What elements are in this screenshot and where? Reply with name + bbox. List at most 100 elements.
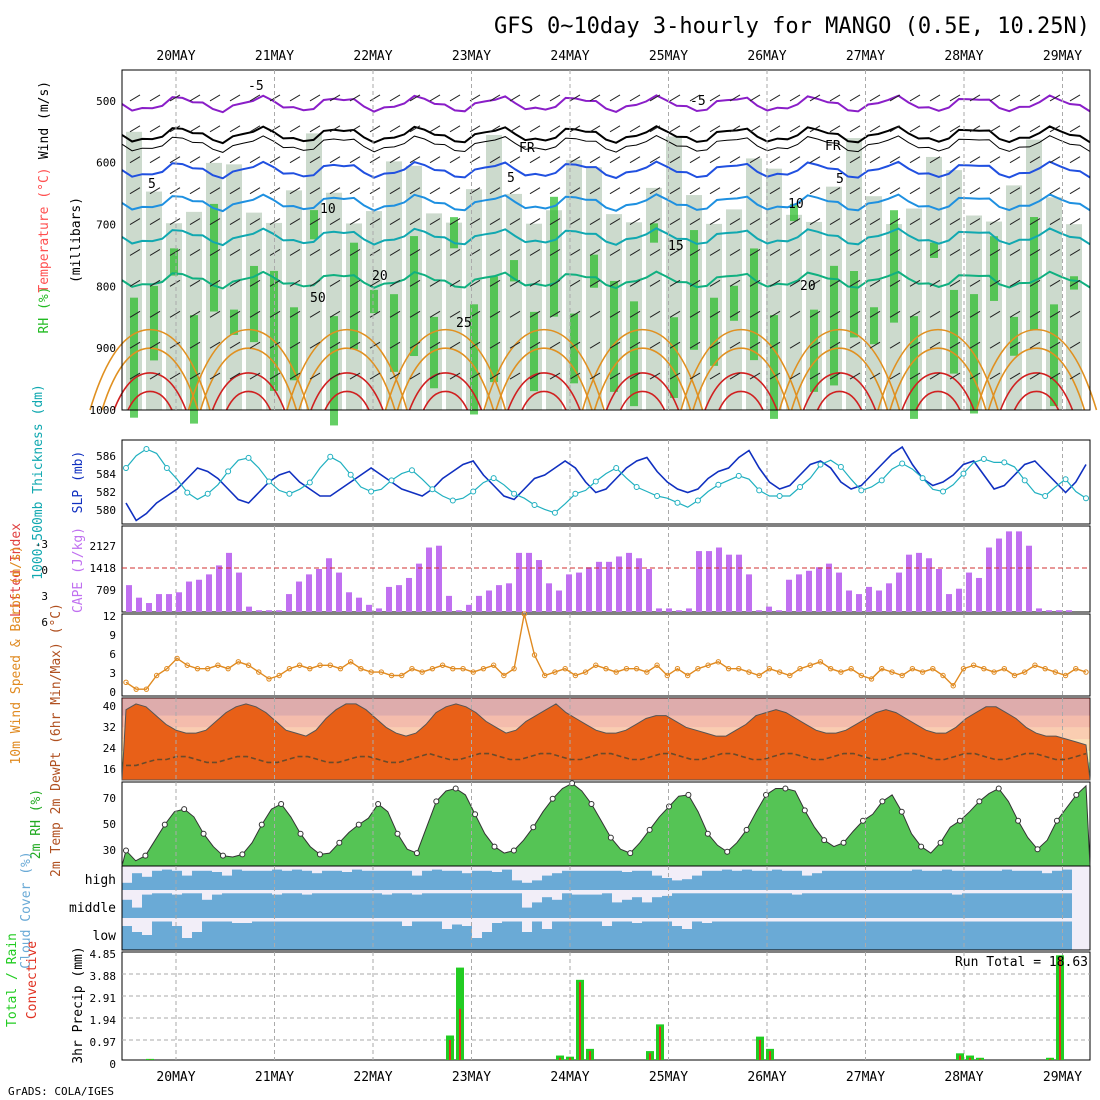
cape-bar xyxy=(576,572,582,612)
wind-speed-point xyxy=(174,655,180,662)
wind-barb xyxy=(1049,156,1061,164)
wind-speed-point xyxy=(409,665,415,672)
wind-legend-label: Wind (m/s) xyxy=(37,81,52,159)
wind-barb xyxy=(1049,249,1061,256)
cloud-bar-low xyxy=(992,921,1002,950)
wind-tick: 9 xyxy=(109,629,116,642)
cloud-bar-low xyxy=(752,921,762,950)
wind-barb xyxy=(989,94,1001,102)
wind-barb xyxy=(149,249,161,256)
wind-barb xyxy=(429,218,441,225)
date-label-top: 24MAY xyxy=(550,49,589,64)
rh-band-moist xyxy=(630,301,638,407)
cloud-bar-high xyxy=(242,870,252,890)
wind-barb xyxy=(189,279,201,287)
wind-barb xyxy=(149,187,161,195)
rh-point xyxy=(355,821,362,828)
wind-barb xyxy=(949,249,961,256)
rh-band-moist xyxy=(670,317,678,398)
wind-barb xyxy=(949,310,961,318)
wind-barb xyxy=(529,94,541,102)
cloud-bar-high xyxy=(622,872,632,890)
rh-band-moist xyxy=(130,297,138,418)
cloud-bar-low xyxy=(692,921,702,950)
wind-barb xyxy=(229,249,241,256)
wind-barb xyxy=(369,341,381,349)
wind-barb xyxy=(969,372,981,380)
cloud-bar-low xyxy=(702,923,712,950)
cloud-bar-low xyxy=(372,921,382,950)
wind-barb xyxy=(749,218,761,225)
precip-convective-bar xyxy=(759,1039,761,1060)
cloud-bar-middle xyxy=(512,893,522,918)
cloud-bar-high xyxy=(752,870,762,890)
boundary-contour xyxy=(975,328,1098,411)
cloud-bar-middle xyxy=(942,893,952,918)
wind-barb xyxy=(969,94,981,102)
wind-barb xyxy=(869,341,881,349)
wind-barb xyxy=(289,341,301,349)
wind-barb xyxy=(549,279,561,287)
cloud-bar-low xyxy=(192,932,202,950)
cape-bar xyxy=(586,567,592,612)
wind-barb xyxy=(369,310,381,318)
cloud-bar-middle xyxy=(772,893,782,918)
cloud-bar-middle xyxy=(702,893,712,918)
wind-barb xyxy=(1009,94,1021,102)
cloud-bar-middle xyxy=(432,893,442,918)
wind-barb xyxy=(489,310,501,318)
wind-barb xyxy=(329,341,341,349)
cloud-bar-middle xyxy=(682,893,692,918)
cloud-bar-high xyxy=(302,870,312,890)
cloud-bar-low xyxy=(162,921,172,950)
wind-barb xyxy=(169,125,181,133)
wind-barb xyxy=(949,187,961,195)
precip-tick: 1.94 xyxy=(90,1014,117,1027)
rh-point xyxy=(588,800,595,807)
cloud-bar-middle xyxy=(1032,893,1042,918)
wind-speed-point xyxy=(429,665,436,672)
wind-barb xyxy=(809,310,821,318)
rh-point xyxy=(452,785,459,792)
cloud-bar-low xyxy=(502,921,512,950)
wind-speed-point xyxy=(225,665,231,672)
wind-barb xyxy=(869,249,881,256)
wind-barb xyxy=(909,156,921,164)
wind-speed-point xyxy=(235,659,242,665)
cape-bar xyxy=(476,595,482,612)
cape-bar xyxy=(1016,531,1022,612)
wind-barb xyxy=(1009,218,1021,225)
wind-barb xyxy=(509,249,521,256)
wind-barb xyxy=(1049,279,1061,287)
cloud-bar-high xyxy=(222,875,232,890)
cloud-bar-middle xyxy=(162,893,172,918)
wind-barb xyxy=(1069,310,1081,318)
lifted-index-tick: 0 xyxy=(41,564,48,577)
cape-bar xyxy=(716,547,722,612)
wind-barb xyxy=(929,310,941,318)
wind-barb xyxy=(369,187,381,195)
wind-barb xyxy=(529,218,541,225)
wind-barb xyxy=(629,218,641,225)
thickness-point xyxy=(511,490,518,497)
rh-band-moist xyxy=(1070,276,1078,290)
cloud-bar-middle xyxy=(762,893,772,918)
boundary-contour xyxy=(901,372,975,411)
wind-barb xyxy=(529,310,541,318)
wind-barb xyxy=(349,372,361,380)
wind-speed-point xyxy=(858,672,865,679)
cloud-bar-middle xyxy=(392,893,402,918)
wind-tick: 0 xyxy=(109,686,116,699)
cloud-bar-low xyxy=(172,926,182,950)
precip-rain-legend: Total / Rain xyxy=(5,933,20,1027)
wind-barb xyxy=(389,218,401,225)
footer-credit: GrADS: COLA/IGES xyxy=(8,1085,114,1098)
cloud-bar-low xyxy=(772,921,782,950)
thickness-tick: 582 xyxy=(96,486,116,499)
contour-label: -5 xyxy=(690,94,706,109)
wind-barb xyxy=(989,187,1001,195)
wind-barb xyxy=(569,94,581,102)
cape-bar xyxy=(1036,608,1042,612)
wind-barb xyxy=(509,310,521,318)
thickness-point xyxy=(858,487,865,494)
